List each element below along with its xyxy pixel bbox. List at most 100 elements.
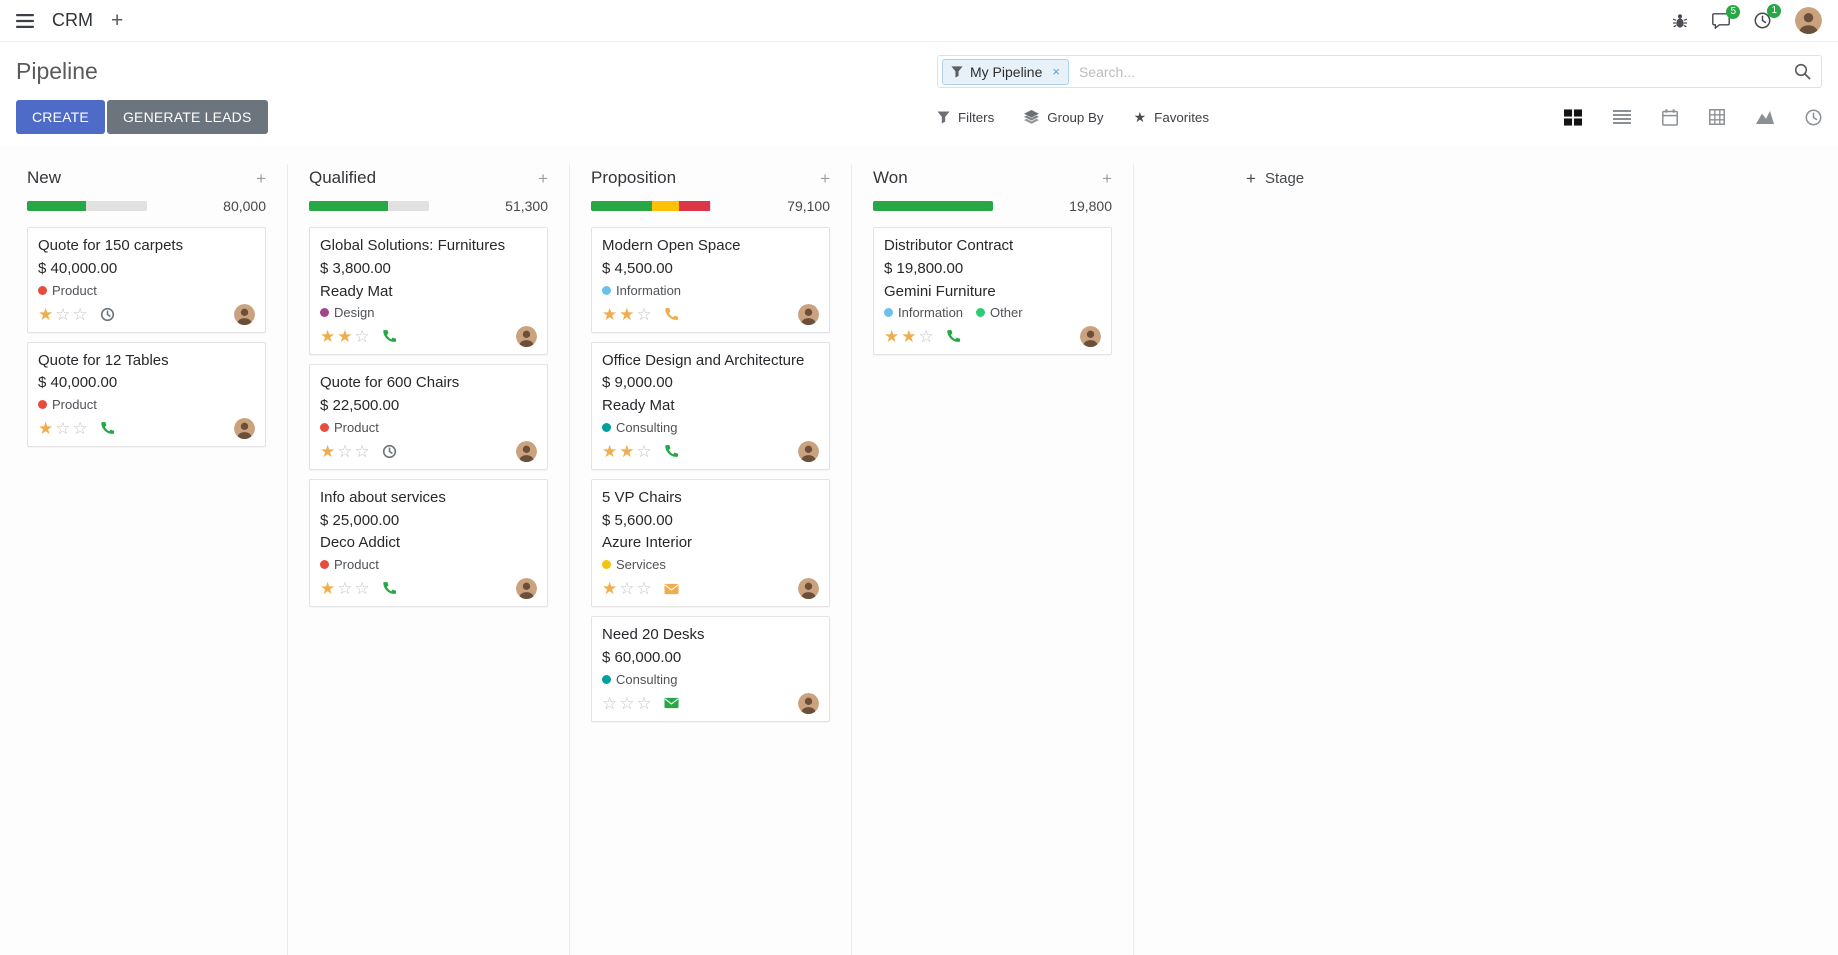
- debug-button[interactable]: [1672, 13, 1688, 29]
- activity-envelope-icon[interactable]: [664, 583, 679, 595]
- view-graph-button[interactable]: [1756, 110, 1774, 124]
- activity-phone-icon[interactable]: [664, 444, 679, 459]
- column-progressbar[interactable]: [591, 201, 711, 211]
- add-stage-button[interactable]: + Stage: [1246, 170, 1304, 187]
- kanban-card[interactable]: Global Solutions: Furnitures $ 3,800.00 Re…: [309, 227, 548, 356]
- priority-stars[interactable]: ★ ☆ ☆: [320, 580, 372, 597]
- star-filled-icon[interactable]: ★: [38, 304, 56, 324]
- kanban-card[interactable]: Office Design and Architecture $ 9,000.00…: [591, 341, 830, 470]
- kanban-card[interactable]: Modern Open Space $ 4,500.00 Information ★ ★…: [591, 227, 830, 333]
- add-stage-column: + Stage: [1134, 164, 1554, 955]
- app-name[interactable]: CRM: [52, 10, 93, 30]
- star-filled-icon[interactable]: ★: [619, 304, 637, 324]
- star-empty-icon[interactable]: ☆: [354, 441, 372, 461]
- star-empty-icon[interactable]: ☆: [354, 327, 372, 347]
- user-menu-button[interactable]: [1795, 7, 1822, 34]
- search-button[interactable]: [1794, 63, 1811, 80]
- star-empty-icon[interactable]: ☆: [619, 693, 637, 713]
- column-add-record-button[interactable]: +: [256, 168, 266, 188]
- kanban-card[interactable]: 5 VP Chairs $ 5,600.00 Azure Interior Servi…: [591, 478, 830, 607]
- view-pivot-button[interactable]: [1709, 109, 1725, 125]
- messages-button[interactable]: 5: [1712, 4, 1740, 29]
- star-empty-icon[interactable]: ☆: [354, 579, 372, 598]
- view-list-button[interactable]: [1613, 110, 1631, 124]
- priority-stars[interactable]: ★ ★ ☆: [602, 306, 654, 323]
- priority-stars[interactable]: ★ ★ ☆: [602, 443, 654, 460]
- priority-stars[interactable]: ★ ★ ☆: [320, 328, 372, 345]
- priority-stars[interactable]: ★ ☆ ☆: [38, 420, 90, 437]
- progress-segment[interactable]: [27, 201, 86, 211]
- star-filled-icon[interactable]: ★: [38, 419, 56, 438]
- star-filled-icon[interactable]: ★: [619, 441, 637, 461]
- star-filled-icon[interactable]: ★: [320, 327, 338, 347]
- kanban-card[interactable]: Distributor Contract $ 19,800.00 Gemini Fu…: [873, 227, 1112, 356]
- star-empty-icon[interactable]: ☆: [337, 579, 355, 598]
- column-add-record-button[interactable]: +: [538, 168, 548, 188]
- activity-phone-icon[interactable]: [382, 581, 397, 596]
- activity-phone-icon[interactable]: [946, 329, 961, 344]
- group-by-button[interactable]: Group By: [1024, 110, 1104, 125]
- activity-phone-icon[interactable]: [382, 329, 397, 344]
- facet-remove-icon[interactable]: ×: [1052, 64, 1060, 79]
- star-filled-icon[interactable]: ★: [320, 579, 338, 598]
- activities-button[interactable]: 1: [1754, 4, 1781, 29]
- column-progressbar[interactable]: [27, 201, 147, 211]
- priority-stars[interactable]: ★ ☆ ☆: [320, 443, 372, 460]
- star-empty-icon[interactable]: ☆: [72, 419, 90, 438]
- progress-segment[interactable]: [651, 201, 680, 211]
- view-activity-button[interactable]: [1805, 109, 1822, 126]
- star-empty-icon[interactable]: ☆: [337, 441, 355, 461]
- star-empty-icon[interactable]: ☆: [72, 304, 90, 324]
- star-filled-icon[interactable]: ★: [320, 441, 338, 461]
- priority-stars[interactable]: ★ ☆ ☆: [602, 580, 654, 597]
- star-filled-icon[interactable]: ★: [337, 327, 355, 347]
- star-empty-icon[interactable]: ☆: [636, 579, 654, 598]
- star-filled-icon[interactable]: ★: [602, 441, 620, 461]
- kanban-card[interactable]: Quote for 12 Tables $ 40,000.00 Product ★ ☆ ☆: [27, 341, 266, 447]
- activity-clock-icon[interactable]: [382, 444, 397, 459]
- kanban-card[interactable]: Quote for 150 carpets $ 40,000.00 Product ★…: [27, 227, 266, 333]
- view-calendar-button[interactable]: [1662, 108, 1678, 126]
- activity-phone-icon[interactable]: [664, 307, 679, 322]
- view-kanban-button[interactable]: [1564, 108, 1582, 126]
- search-facet[interactable]: My Pipeline ×: [942, 58, 1069, 85]
- star-empty-icon[interactable]: ☆: [55, 304, 73, 324]
- filters-button[interactable]: Filters: [937, 110, 994, 125]
- star-empty-icon[interactable]: ☆: [918, 327, 936, 347]
- column-progressbar[interactable]: [873, 201, 993, 211]
- favorites-button[interactable]: ★ Favorites: [1134, 110, 1209, 125]
- progress-segment[interactable]: [309, 201, 388, 211]
- star-filled-icon[interactable]: ★: [602, 304, 620, 324]
- activity-phone-icon[interactable]: [100, 421, 115, 436]
- generate-leads-button[interactable]: GENERATE LEADS: [106, 100, 268, 134]
- activity-envelope-icon[interactable]: [664, 697, 679, 709]
- search-input[interactable]: [1068, 63, 1794, 80]
- column-add-record-button[interactable]: +: [1102, 168, 1112, 188]
- apps-menu-button[interactable]: [16, 13, 34, 28]
- progress-segment[interactable]: [679, 201, 711, 211]
- navbar-plus-button[interactable]: +: [111, 9, 124, 32]
- column-add-record-button[interactable]: +: [820, 168, 830, 188]
- star-empty-icon[interactable]: ☆: [636, 304, 654, 324]
- assignee-avatar: [798, 578, 819, 599]
- star-empty-icon[interactable]: ☆: [602, 693, 620, 713]
- priority-stars[interactable]: ☆ ☆ ☆: [602, 695, 654, 712]
- star-empty-icon[interactable]: ☆: [55, 419, 73, 438]
- activity-clock-icon[interactable]: [100, 307, 115, 322]
- star-filled-icon[interactable]: ★: [884, 327, 902, 347]
- column-progressbar[interactable]: [309, 201, 429, 211]
- star-filled-icon[interactable]: ★: [901, 327, 919, 347]
- star-empty-icon[interactable]: ☆: [636, 441, 654, 461]
- priority-stars[interactable]: ★ ★ ☆: [884, 328, 936, 345]
- progress-segment[interactable]: [591, 201, 652, 211]
- create-button[interactable]: CREATE: [16, 100, 105, 134]
- star-empty-icon[interactable]: ☆: [636, 693, 654, 713]
- star-empty-icon[interactable]: ☆: [619, 579, 637, 598]
- star-filled-icon[interactable]: ★: [602, 579, 620, 598]
- priority-stars[interactable]: ★ ☆ ☆: [38, 306, 90, 323]
- search-bar[interactable]: My Pipeline ×: [937, 55, 1822, 88]
- kanban-card[interactable]: Need 20 Desks $ 60,000.00 Consulting ☆ ☆ ☆: [591, 616, 830, 722]
- kanban-card[interactable]: Quote for 600 Chairs $ 22,500.00 Product ★ ☆…: [309, 364, 548, 470]
- kanban-card[interactable]: Info about services $ 25,000.00 Deco Addic…: [309, 478, 548, 607]
- progress-segment[interactable]: [873, 201, 993, 211]
